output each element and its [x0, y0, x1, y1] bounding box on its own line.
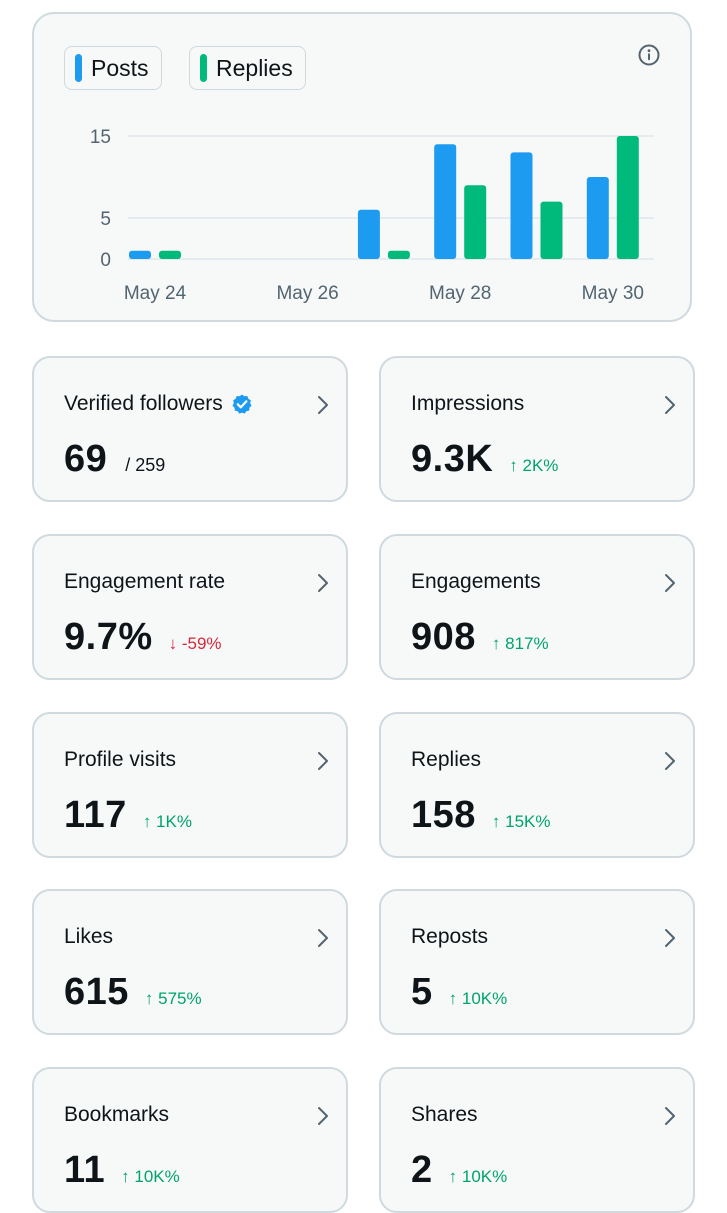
bar-replies-may-24[interactable] [159, 250, 181, 259]
stat-label: Likes [64, 925, 113, 949]
x-tick-label: May 30 [582, 283, 644, 304]
bar-replies-may-28[interactable] [464, 185, 487, 259]
stat-label-text: Engagements [411, 570, 541, 593]
stat-change-up: ↑ 10K% [121, 1167, 180, 1186]
stat-value: 69 [64, 438, 108, 480]
legend-replies-swatch [200, 54, 207, 82]
stat-value: 9.3K [411, 438, 494, 480]
bar-chart: 0 5 15 May 24 May 26 May 28 May 30 [90, 127, 654, 304]
stat-label-text: Shares [411, 1103, 478, 1126]
stat-value: 615 [64, 971, 129, 1013]
stat-change-up: ↑ 817% [491, 634, 549, 653]
stat-label: Shares [411, 1103, 478, 1127]
bar-posts-may-29[interactable] [510, 152, 533, 259]
chevron-right-icon[interactable] [663, 394, 677, 416]
stat-value-row: 2 ↑ 10K% [411, 1149, 507, 1192]
x-tick-label: May 28 [429, 283, 491, 304]
bar-replies-may-30[interactable] [616, 136, 639, 259]
stat-change-up: ↑ 10K% [448, 1167, 508, 1186]
stat-label: Engagement rate [64, 570, 225, 594]
chevron-right-icon[interactable] [316, 572, 330, 594]
stat-label: Engagements [411, 570, 541, 594]
stat-label-text: Likes [64, 925, 114, 948]
stat-value-row: 11 ↑ 10K% [64, 1149, 180, 1192]
legend-replies-toggle[interactable]: Replies [189, 46, 306, 90]
stat-card-reposts[interactable]: Reposts 5 ↑ 10K% [379, 889, 695, 1035]
chevron-right-icon[interactable] [316, 1105, 330, 1127]
bar-posts-may-28[interactable] [434, 144, 457, 259]
stat-value-row: 117 ↑ 1K% [64, 794, 192, 837]
stat-value-row: 908 ↑ 817% [411, 616, 549, 659]
stat-value-row: 69 / 259 [64, 438, 165, 481]
stat-value-row: 5 ↑ 10K% [411, 971, 507, 1014]
stat-label: Profile visits [64, 748, 176, 772]
stat-label-text: Verified followers [64, 392, 223, 415]
chevron-right-icon[interactable] [316, 394, 330, 416]
activity-chart-card: Posts Replies 0 5 15 May 24 May 26 May 28 May … [32, 12, 692, 322]
stat-label: Verified followers [64, 392, 253, 416]
bar-posts-may-27[interactable] [357, 209, 380, 259]
stat-value: 117 [64, 794, 127, 836]
legend-replies-label: Replies [216, 54, 293, 81]
stat-label-text: Replies [411, 748, 482, 771]
stat-label-text: Bookmarks [64, 1103, 170, 1126]
chevron-right-icon[interactable] [663, 1105, 677, 1127]
stat-value: 9.7% [64, 616, 153, 658]
stat-value-row: 615 ↑ 575% [64, 971, 202, 1014]
chevron-right-icon[interactable] [316, 750, 330, 772]
y-tick-label: 0 [100, 250, 111, 271]
stat-change-up: ↑ 15K% [491, 812, 551, 831]
stat-value: 158 [411, 794, 476, 836]
stat-label-text: Profile visits [64, 748, 177, 771]
chevron-right-icon[interactable] [663, 750, 677, 772]
stat-change-up: ↑ 575% [144, 989, 202, 1008]
stat-value: 2 [411, 1149, 433, 1191]
chevron-right-icon[interactable] [316, 927, 330, 949]
stat-label: Bookmarks [64, 1103, 169, 1127]
stat-card-engagement-rate[interactable]: Engagement rate 9.7% ↓ -59% [32, 534, 348, 680]
stat-label: Reposts [411, 925, 488, 949]
stat-card-impressions[interactable]: Impressions 9.3K ↑ 2K% [379, 356, 695, 502]
stat-change-up: ↑ 10K% [448, 989, 508, 1008]
x-tick-label: May 26 [276, 283, 338, 304]
stat-change-down: ↓ -59% [168, 634, 222, 653]
legend-posts-label: Posts [91, 54, 149, 81]
stat-label-text: Engagement rate [64, 570, 226, 593]
chevron-right-icon[interactable] [663, 927, 677, 949]
stat-change-up: ↑ 1K% [142, 812, 192, 831]
bar-posts-may-30[interactable] [586, 177, 609, 259]
info-circle-icon[interactable] [638, 44, 660, 66]
stat-value: 5 [411, 971, 433, 1013]
bar-posts-may-24[interactable] [129, 250, 151, 259]
stat-label: Impressions [411, 392, 524, 416]
stat-card-replies[interactable]: Replies 158 ↑ 15K% [379, 712, 695, 858]
stat-total: / 259 [125, 455, 166, 475]
bar-replies-may-27[interactable] [387, 250, 410, 259]
bar-replies-may-29[interactable] [540, 201, 563, 259]
legend-posts-toggle[interactable]: Posts [64, 46, 162, 90]
stat-card-profile-visits[interactable]: Profile visits 117 ↑ 1K% [32, 712, 348, 858]
verified-badge-icon [232, 394, 252, 414]
legend-posts-swatch [75, 54, 82, 82]
stat-card-likes[interactable]: Likes 615 ↑ 575% [32, 889, 348, 1035]
stat-value-row: 9.7% ↓ -59% [64, 616, 222, 659]
stat-change-up: ↑ 2K% [509, 456, 559, 475]
stat-card-verified-followers[interactable]: Verified followers 69 / 259 [32, 356, 348, 502]
stat-card-bookmarks[interactable]: Bookmarks 11 ↑ 10K% [32, 1067, 348, 1213]
stat-value-row: 9.3K ↑ 2K% [411, 438, 558, 481]
stat-label-text: Impressions [411, 392, 525, 415]
y-tick-label: 15 [90, 127, 111, 148]
stat-label: Replies [411, 748, 481, 772]
stat-card-shares[interactable]: Shares 2 ↑ 10K% [379, 1067, 695, 1213]
stat-value-row: 158 ↑ 15K% [411, 794, 551, 837]
chevron-right-icon[interactable] [663, 572, 677, 594]
stat-value: 11 [64, 1149, 106, 1191]
stat-label-text: Reposts [411, 925, 489, 948]
stat-value: 908 [411, 616, 476, 658]
x-tick-label: May 24 [124, 283, 187, 304]
y-tick-label: 5 [100, 209, 111, 230]
stat-card-engagements[interactable]: Engagements 908 ↑ 817% [379, 534, 695, 680]
